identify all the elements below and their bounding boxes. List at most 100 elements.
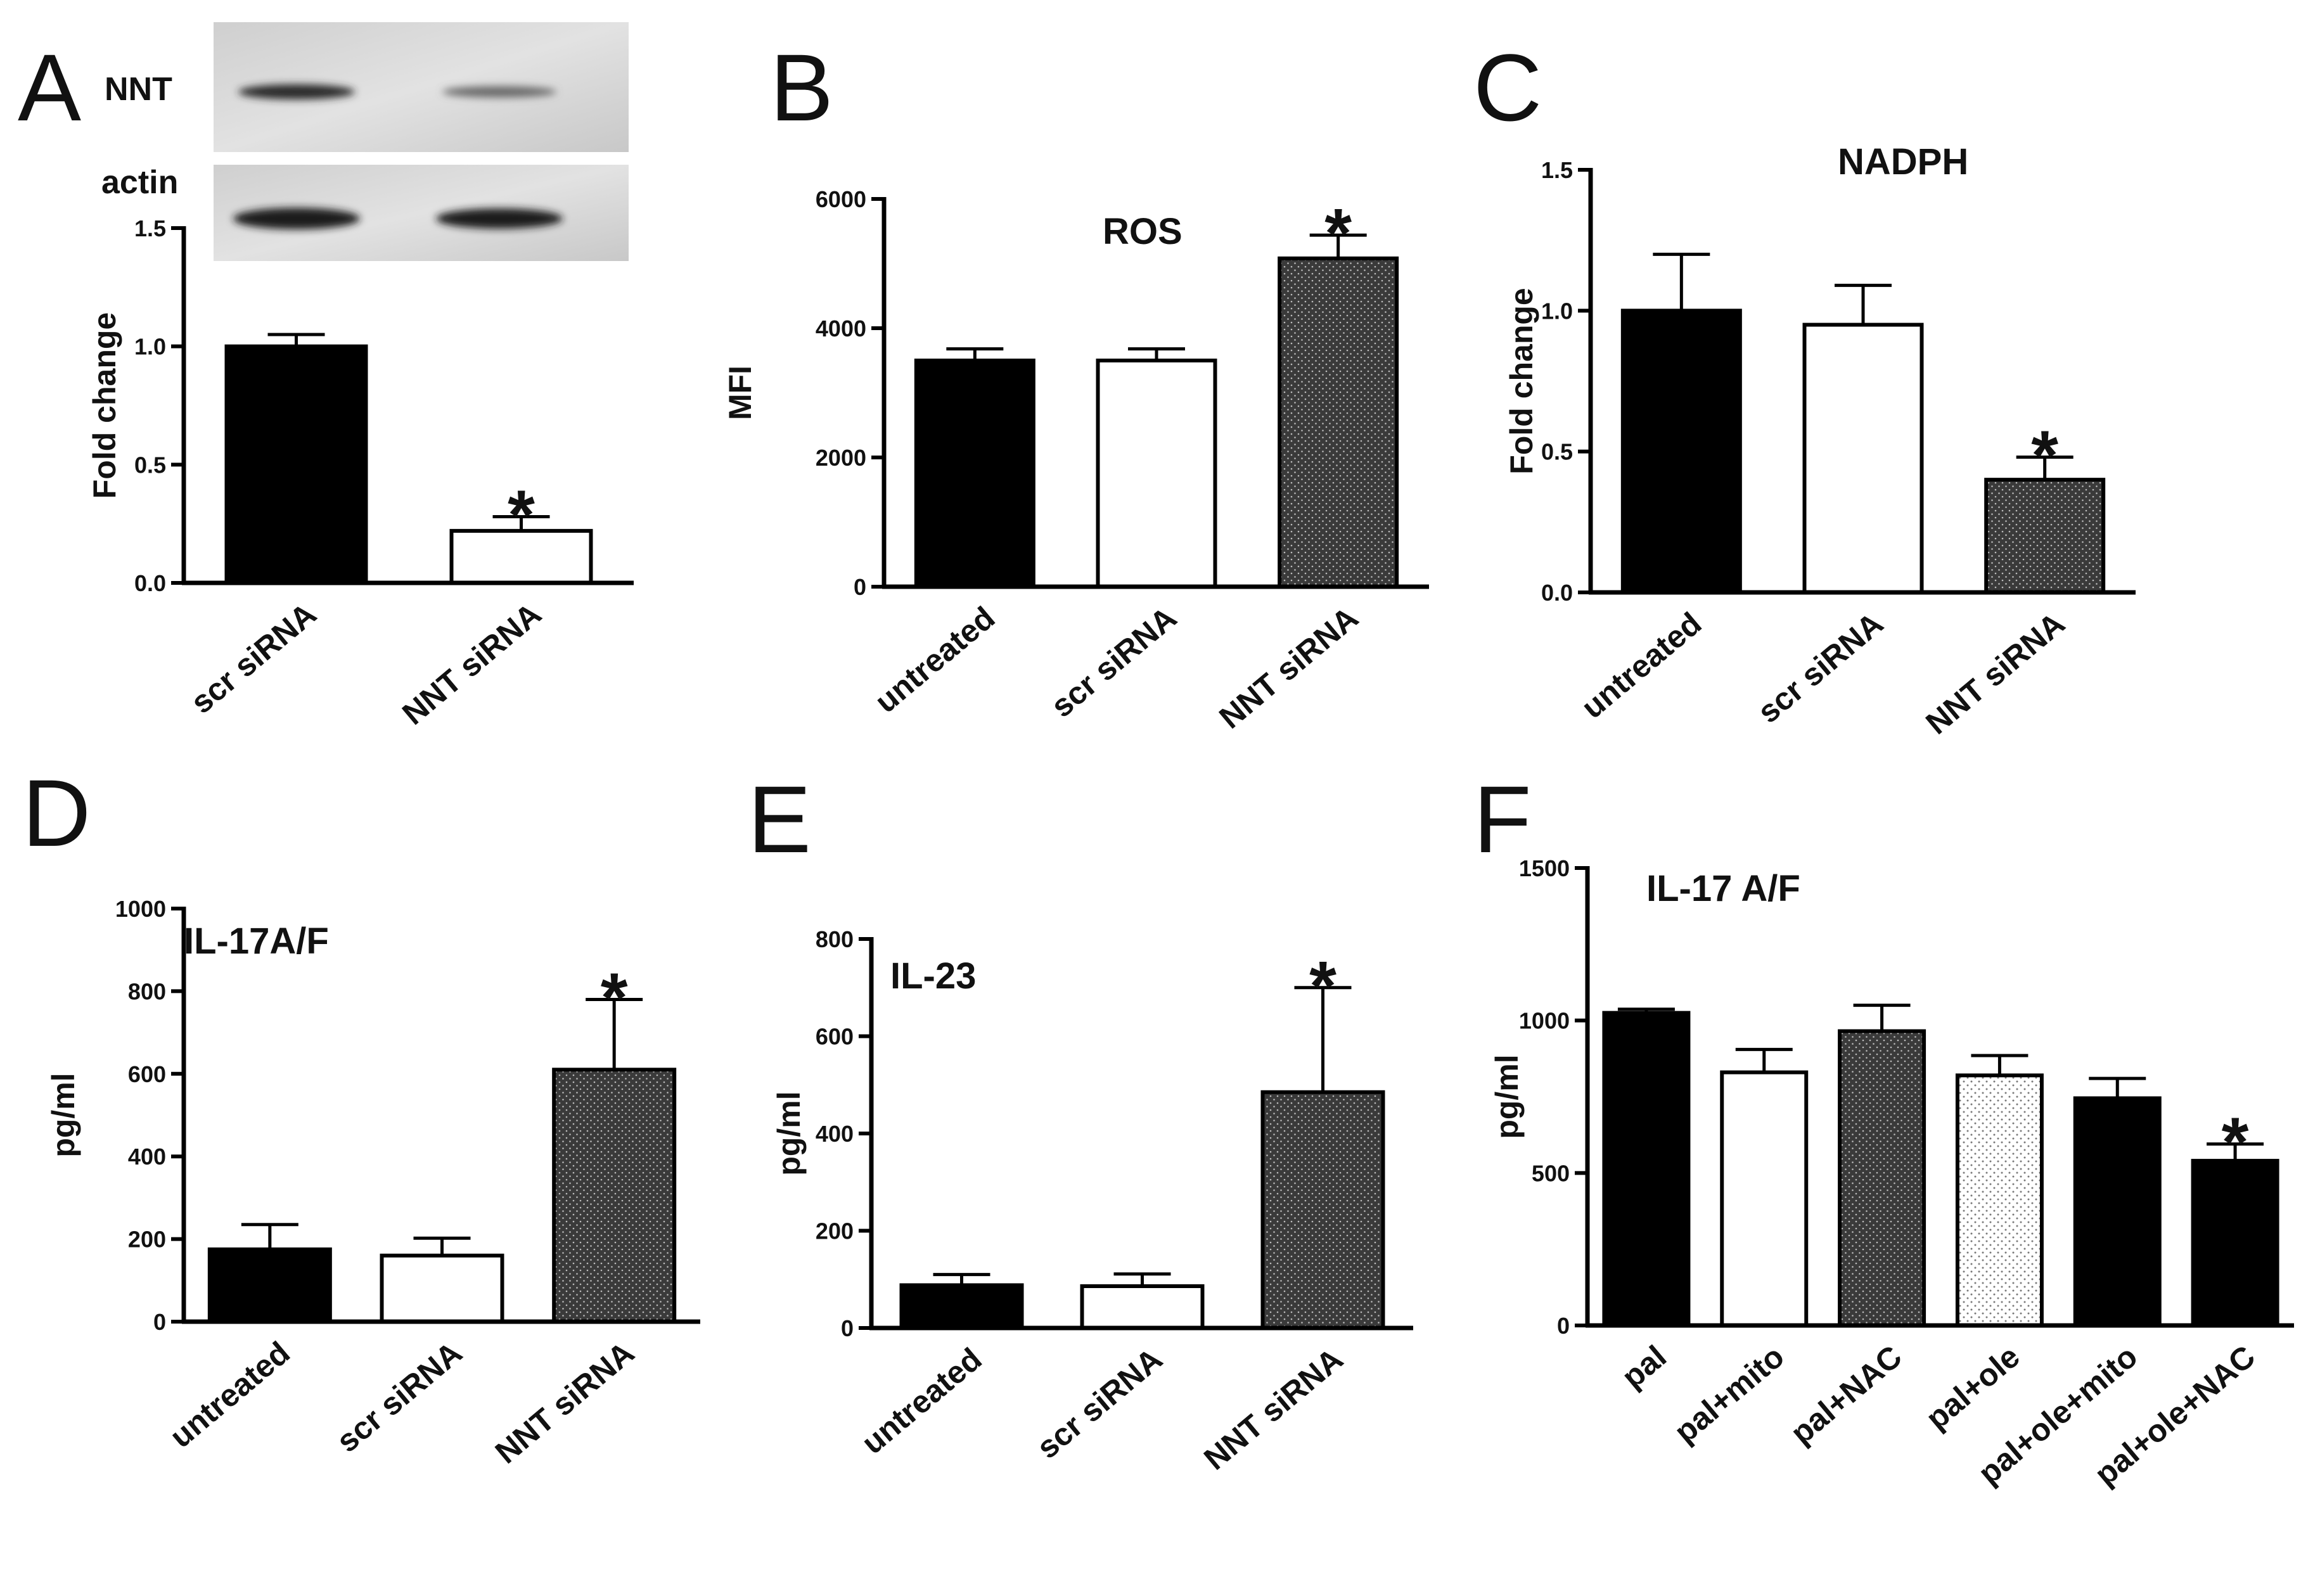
chart-c: NADPH 0.0 0.5 1.0 1.5 untreated scr siRNA * NNT …: [1504, 141, 2136, 741]
bar: [2073, 1096, 2162, 1327]
y-tick-label: 1000: [1519, 1008, 1570, 1034]
y-tick-label: 400: [816, 1121, 854, 1147]
chart-title: IL-23: [890, 955, 976, 997]
y-axis-label: pg/ml: [1489, 1054, 1525, 1139]
y-axis-label: Fold change: [1504, 288, 1539, 474]
x-tick-label: NNT siRNA: [1212, 600, 1364, 736]
x-tick-label: pal: [1615, 1339, 1673, 1395]
blot-label-nnt: NNT: [105, 71, 172, 108]
bar: [1620, 309, 1742, 594]
panel-b: B ROS 0 2000 4000 6000 untreated scr siRNA * NNT…: [722, 34, 1429, 736]
panel-letter-b: B: [770, 34, 833, 141]
y-tick-label: 400: [128, 1144, 166, 1170]
bar: [207, 1247, 332, 1324]
chart-title: IL-17 A/F: [1646, 868, 1800, 909]
y-tick-label: 6000: [816, 186, 866, 212]
blot-actin-band-lane-2: [436, 208, 563, 229]
bar: [1260, 1090, 1385, 1330]
y-tick-label: 1500: [1519, 855, 1570, 881]
y-tick-label: 200: [816, 1218, 854, 1244]
panel-letter-d: D: [22, 760, 91, 866]
panel-a: A NNT actin 0.0 0.5 1.0 1.5 scr siRNA * NNT si…: [18, 22, 634, 732]
x-tick-label: scr siRNA: [1751, 606, 1890, 731]
significance-marker: *: [2222, 1104, 2249, 1182]
chart-e: IL-23 0 200 400 600 800 untreated scr siRNA * NNT…: [771, 926, 1413, 1477]
y-axis-label: pg/ml: [771, 1091, 807, 1175]
y-axis-label: pg/ml: [46, 1073, 81, 1157]
x-tick-label: untreated: [868, 600, 1002, 720]
x-tick-label: untreated: [163, 1335, 297, 1455]
x-tick-label: scr siRNA: [330, 1335, 468, 1460]
y-tick-label: 4000: [816, 316, 866, 342]
y-tick-label: 1.0: [134, 334, 166, 360]
chart-d: IL-17A/F 0 200 400 600 800 1000 untreated scr si…: [46, 896, 700, 1471]
significance-marker: *: [1324, 195, 1352, 272]
blot-label-actin: actin: [101, 164, 178, 201]
bar: [1080, 1284, 1205, 1330]
bar: [2191, 1159, 2279, 1327]
x-tick-label: NNT siRNA: [489, 1335, 641, 1471]
bar: [1720, 1070, 1809, 1327]
panel-e: E IL-23 0 200 400 600 800 untreated scr siRNA * N…: [748, 766, 1413, 1477]
y-tick-label: 200: [128, 1227, 166, 1253]
blot-nnt-band-lane-1: [238, 84, 355, 99]
bar: [899, 1283, 1024, 1330]
significance-marker: *: [601, 959, 628, 1037]
chart-b: ROS 0 2000 4000 6000 untreated scr siRNA * NNT s…: [722, 186, 1429, 736]
bar: [1602, 1011, 1691, 1327]
panel-letter-e: E: [748, 766, 811, 872]
significance-marker: *: [2031, 417, 2058, 495]
x-tick-label: untreated: [855, 1341, 989, 1461]
panel-letter-f: F: [1473, 766, 1532, 872]
y-tick-label: 500: [1532, 1160, 1570, 1186]
y-tick-label: 0: [854, 574, 866, 600]
x-tick-label: NNT siRNA: [1919, 606, 2071, 741]
y-tick-label: 2000: [816, 445, 866, 471]
bar: [449, 528, 593, 585]
significance-marker: *: [1309, 947, 1336, 1025]
x-tick-label: scr siRNA: [1044, 600, 1183, 725]
y-tick-label: 1.0: [1541, 298, 1573, 324]
y-tick-label: 1.5: [1541, 157, 1573, 183]
chart-a: 0.0 0.5 1.0 1.5 scr siRNA * NNT siRNA Fold chan…: [87, 215, 634, 732]
y-tick-label: 600: [128, 1061, 166, 1087]
y-tick-label: 1.5: [134, 215, 166, 241]
y-tick-label: 1000: [115, 896, 166, 922]
y-tick-label: 0.0: [1541, 580, 1573, 606]
western-blot: NNT actin: [101, 22, 629, 261]
y-tick-label: 0.0: [134, 570, 166, 596]
x-tick-label: pal+mito: [1667, 1339, 1791, 1450]
bar: [552, 1068, 677, 1324]
x-tick-label: pal+NAC: [1784, 1339, 1909, 1452]
bar: [914, 359, 1035, 589]
y-tick-label: 600: [816, 1024, 854, 1050]
bar: [1955, 1073, 2044, 1327]
bar: [380, 1253, 504, 1324]
chart-title: ROS: [1103, 211, 1183, 252]
y-tick-label: 0.5: [134, 452, 166, 478]
x-tick-label: scr siRNA: [184, 596, 323, 721]
y-tick-label: 0: [841, 1315, 854, 1341]
y-axis-label: Fold change: [87, 312, 122, 499]
y-tick-label: 800: [128, 978, 166, 1004]
y-tick-label: 0.5: [1541, 439, 1573, 465]
y-tick-label: 0: [153, 1309, 166, 1335]
bar: [1802, 322, 1924, 594]
panel-c: C NADPH 0.0 0.5 1.0 1.5 untreated scr siRNA * NN…: [1473, 34, 2136, 741]
bar: [1838, 1029, 1926, 1327]
panel-f: F IL-17 A/F 0 500 1000 1500 palpal+mitopal+NA…: [1473, 766, 2294, 1492]
significance-marker: *: [508, 476, 535, 554]
panel-d: D IL-17A/F 0 200 400 600 800 1000 untreated scr …: [22, 760, 700, 1471]
x-tick-label: NNT siRNA: [1197, 1341, 1349, 1477]
blot-actin-band-lane-1: [233, 208, 360, 229]
chart-title: IL-17A/F: [184, 921, 329, 962]
chart-title: NADPH: [1838, 141, 1968, 182]
bar: [224, 344, 368, 585]
panel-letter-a: A: [18, 34, 81, 141]
panel-letter-c: C: [1473, 34, 1542, 141]
x-tick-label: pal+ole: [1919, 1339, 2026, 1437]
y-axis-label: MFI: [722, 366, 758, 420]
y-tick-label: 0: [1557, 1313, 1570, 1339]
